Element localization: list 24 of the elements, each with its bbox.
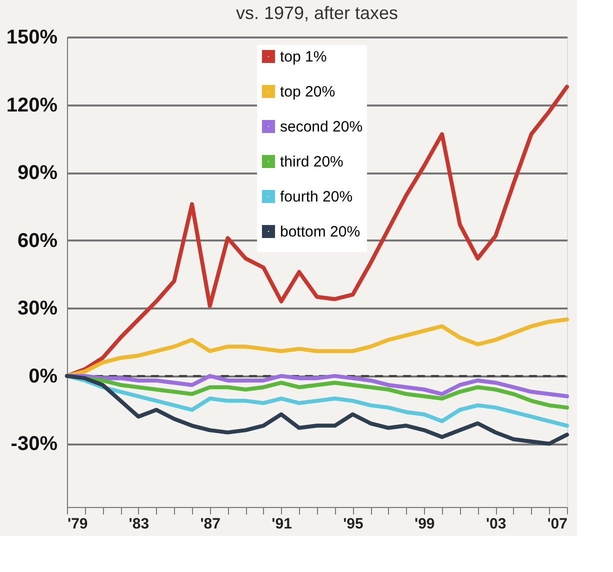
y-tick-label: 90% (17, 162, 58, 184)
legend-label: top 20% (280, 84, 336, 100)
line-series (65, 374, 569, 428)
y-tick-label: 150% (6, 26, 58, 48)
x-tick-label: '95 (343, 516, 364, 532)
x-tick-label: '83 (128, 516, 150, 532)
legend-label: fourth 20% (280, 188, 353, 206)
legend-label: top 1% (280, 48, 327, 66)
y-tick-label: 0% (28, 365, 58, 388)
y-tick-label: -30% (10, 433, 58, 456)
y-tick-label: 60% (17, 230, 58, 252)
legend-label: second 20% (280, 118, 363, 136)
y-tick-label: 30% (17, 298, 58, 320)
x-tick-label: '91 (272, 516, 292, 532)
x-tick-label: '79 (68, 516, 88, 532)
x-tick-label: '99 (414, 516, 435, 532)
legend-label: bottom 20% (280, 224, 360, 240)
x-tick-label: '07 (547, 516, 568, 532)
legend-label: third 20% (280, 154, 344, 170)
x-tick-label: '03 (486, 516, 506, 532)
x-tick-label: '87 (200, 516, 220, 532)
chart-title: vs. 1979, after taxes (236, 3, 398, 23)
line-series (65, 374, 569, 446)
y-tick-label: 120% (6, 94, 58, 116)
